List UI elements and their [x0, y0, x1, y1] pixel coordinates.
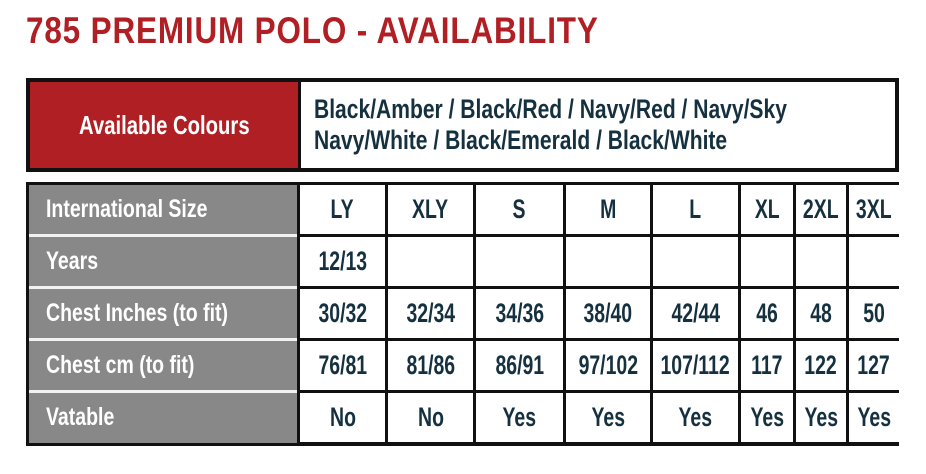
years-cell: 12/13: [300, 237, 385, 286]
row-label-vatable: Vatable: [29, 390, 297, 442]
vatable-cell: No: [388, 393, 473, 442]
size-header-cell: S: [476, 185, 563, 234]
chest-cm-cell: 127: [849, 341, 899, 390]
cell-text: S: [513, 194, 526, 224]
cell-text: 2XL: [803, 194, 839, 224]
vatable-cell: Yes: [796, 393, 846, 442]
cell-text: 122: [804, 350, 838, 380]
size-table-label-column: International Size Years Chest Inches (t…: [29, 185, 300, 443]
years-cell: [796, 237, 846, 286]
chest-cm-cell: 122: [796, 341, 846, 390]
colours-line-1: Black/Amber / Black/Red / Navy/Red / Nav…: [314, 94, 787, 124]
cell-text: 107/112: [660, 350, 731, 380]
cell-text: Yes: [857, 402, 891, 432]
cell-text: Yes: [502, 402, 537, 432]
chest-cm-cell: 86/91: [476, 341, 563, 390]
size-table-data-grid: LY XLY S M L XL 2XL 3XL 12/13 30/32 32/3…: [300, 185, 899, 443]
chest-inches-cell: 34/36: [476, 289, 563, 338]
colours-line-2: Navy/White / Black/Emerald / Black/White: [314, 125, 728, 155]
cell-text: Yes: [750, 402, 784, 432]
cell-text: Yes: [591, 402, 625, 432]
chest-cm-cell: 76/81: [300, 341, 385, 390]
size-header-cell: M: [566, 185, 650, 234]
vatable-cell: No: [300, 393, 385, 442]
size-header-cell: XL: [741, 185, 793, 234]
size-header-cell: L: [653, 185, 738, 234]
chest-inches-cell: 32/34: [388, 289, 473, 338]
chest-inches-cell: 42/44: [653, 289, 738, 338]
row-label-text: International Size: [46, 195, 208, 223]
size-header-cell: 2XL: [796, 185, 846, 234]
page-title: 785 PREMIUM POLO - AVAILABILITY: [26, 10, 599, 51]
cell-text: 34/36: [495, 298, 544, 328]
vatable-cell: Yes: [566, 393, 650, 442]
cell-text: 117: [751, 350, 783, 380]
years-cell: [566, 237, 650, 286]
row-label-text: Vatable: [46, 403, 115, 431]
cell-text: XLY: [412, 194, 449, 224]
vatable-cell: Yes: [476, 393, 563, 442]
size-header-cell: XLY: [388, 185, 473, 234]
cell-text: L: [689, 194, 702, 224]
vatable-cell: Yes: [849, 393, 899, 442]
row-label-text: Chest Inches (to fit): [46, 299, 229, 327]
cell-text: 46: [756, 298, 778, 328]
cell-text: 38/40: [583, 298, 633, 328]
chest-cm-cell: 97/102: [566, 341, 650, 390]
cell-text: 50: [863, 298, 885, 328]
years-cell: [741, 237, 793, 286]
vatable-cell: Yes: [653, 393, 738, 442]
cell-text: 42/44: [671, 298, 720, 328]
cell-text: 30/32: [318, 298, 367, 328]
cell-text: 76/81: [318, 350, 367, 380]
cell-text: 32/34: [406, 298, 455, 328]
chest-inches-cell: 46: [741, 289, 793, 338]
row-label-text: Chest cm (to fit): [46, 351, 195, 379]
cell-text: 48: [810, 298, 832, 328]
years-cell: [653, 237, 738, 286]
cell-text: Yes: [804, 402, 838, 432]
row-label-text: Years: [46, 247, 99, 275]
chest-inches-cell: 50: [849, 289, 899, 338]
years-cell: [849, 237, 899, 286]
cell-text: 3XL: [856, 194, 892, 224]
cell-text: LY: [330, 194, 355, 224]
chest-cm-cell: 107/112: [653, 341, 738, 390]
size-header-cell: 3XL: [849, 185, 899, 234]
colours-table: Available Colours Black/Amber / Black/Re…: [26, 78, 899, 172]
cell-text: No: [417, 402, 444, 432]
colours-header-cell: Available Colours: [30, 82, 301, 168]
cell-text: 86/91: [495, 350, 544, 380]
row-label-chest-inches: Chest Inches (to fit): [29, 286, 297, 338]
cell-text: 81/86: [406, 350, 455, 380]
cell-text: No: [329, 402, 356, 432]
chest-inches-cell: 48: [796, 289, 846, 338]
row-label-years: Years: [29, 234, 297, 286]
size-table: International Size Years Chest Inches (t…: [26, 182, 899, 446]
cell-text: XL: [754, 194, 780, 224]
colours-value-cell: Black/Amber / Black/Red / Navy/Red / Nav…: [301, 82, 920, 168]
cell-text: M: [599, 194, 617, 224]
chest-inches-cell: 30/32: [300, 289, 385, 338]
chest-inches-cell: 38/40: [566, 289, 650, 338]
cell-text: 97/102: [578, 350, 638, 380]
cell-text: 127: [857, 350, 891, 380]
cell-text: 12/13: [318, 246, 367, 276]
size-header-cell: LY: [300, 185, 385, 234]
row-label-international-size: International Size: [29, 185, 297, 234]
years-cell: [476, 237, 563, 286]
row-label-chest-cm: Chest cm (to fit): [29, 338, 297, 390]
colours-header-label: Available Colours: [78, 109, 250, 140]
cell-text: Yes: [678, 402, 713, 432]
vatable-cell: Yes: [741, 393, 793, 442]
chest-cm-cell: 117: [741, 341, 793, 390]
years-cell: [388, 237, 473, 286]
chest-cm-cell: 81/86: [388, 341, 473, 390]
